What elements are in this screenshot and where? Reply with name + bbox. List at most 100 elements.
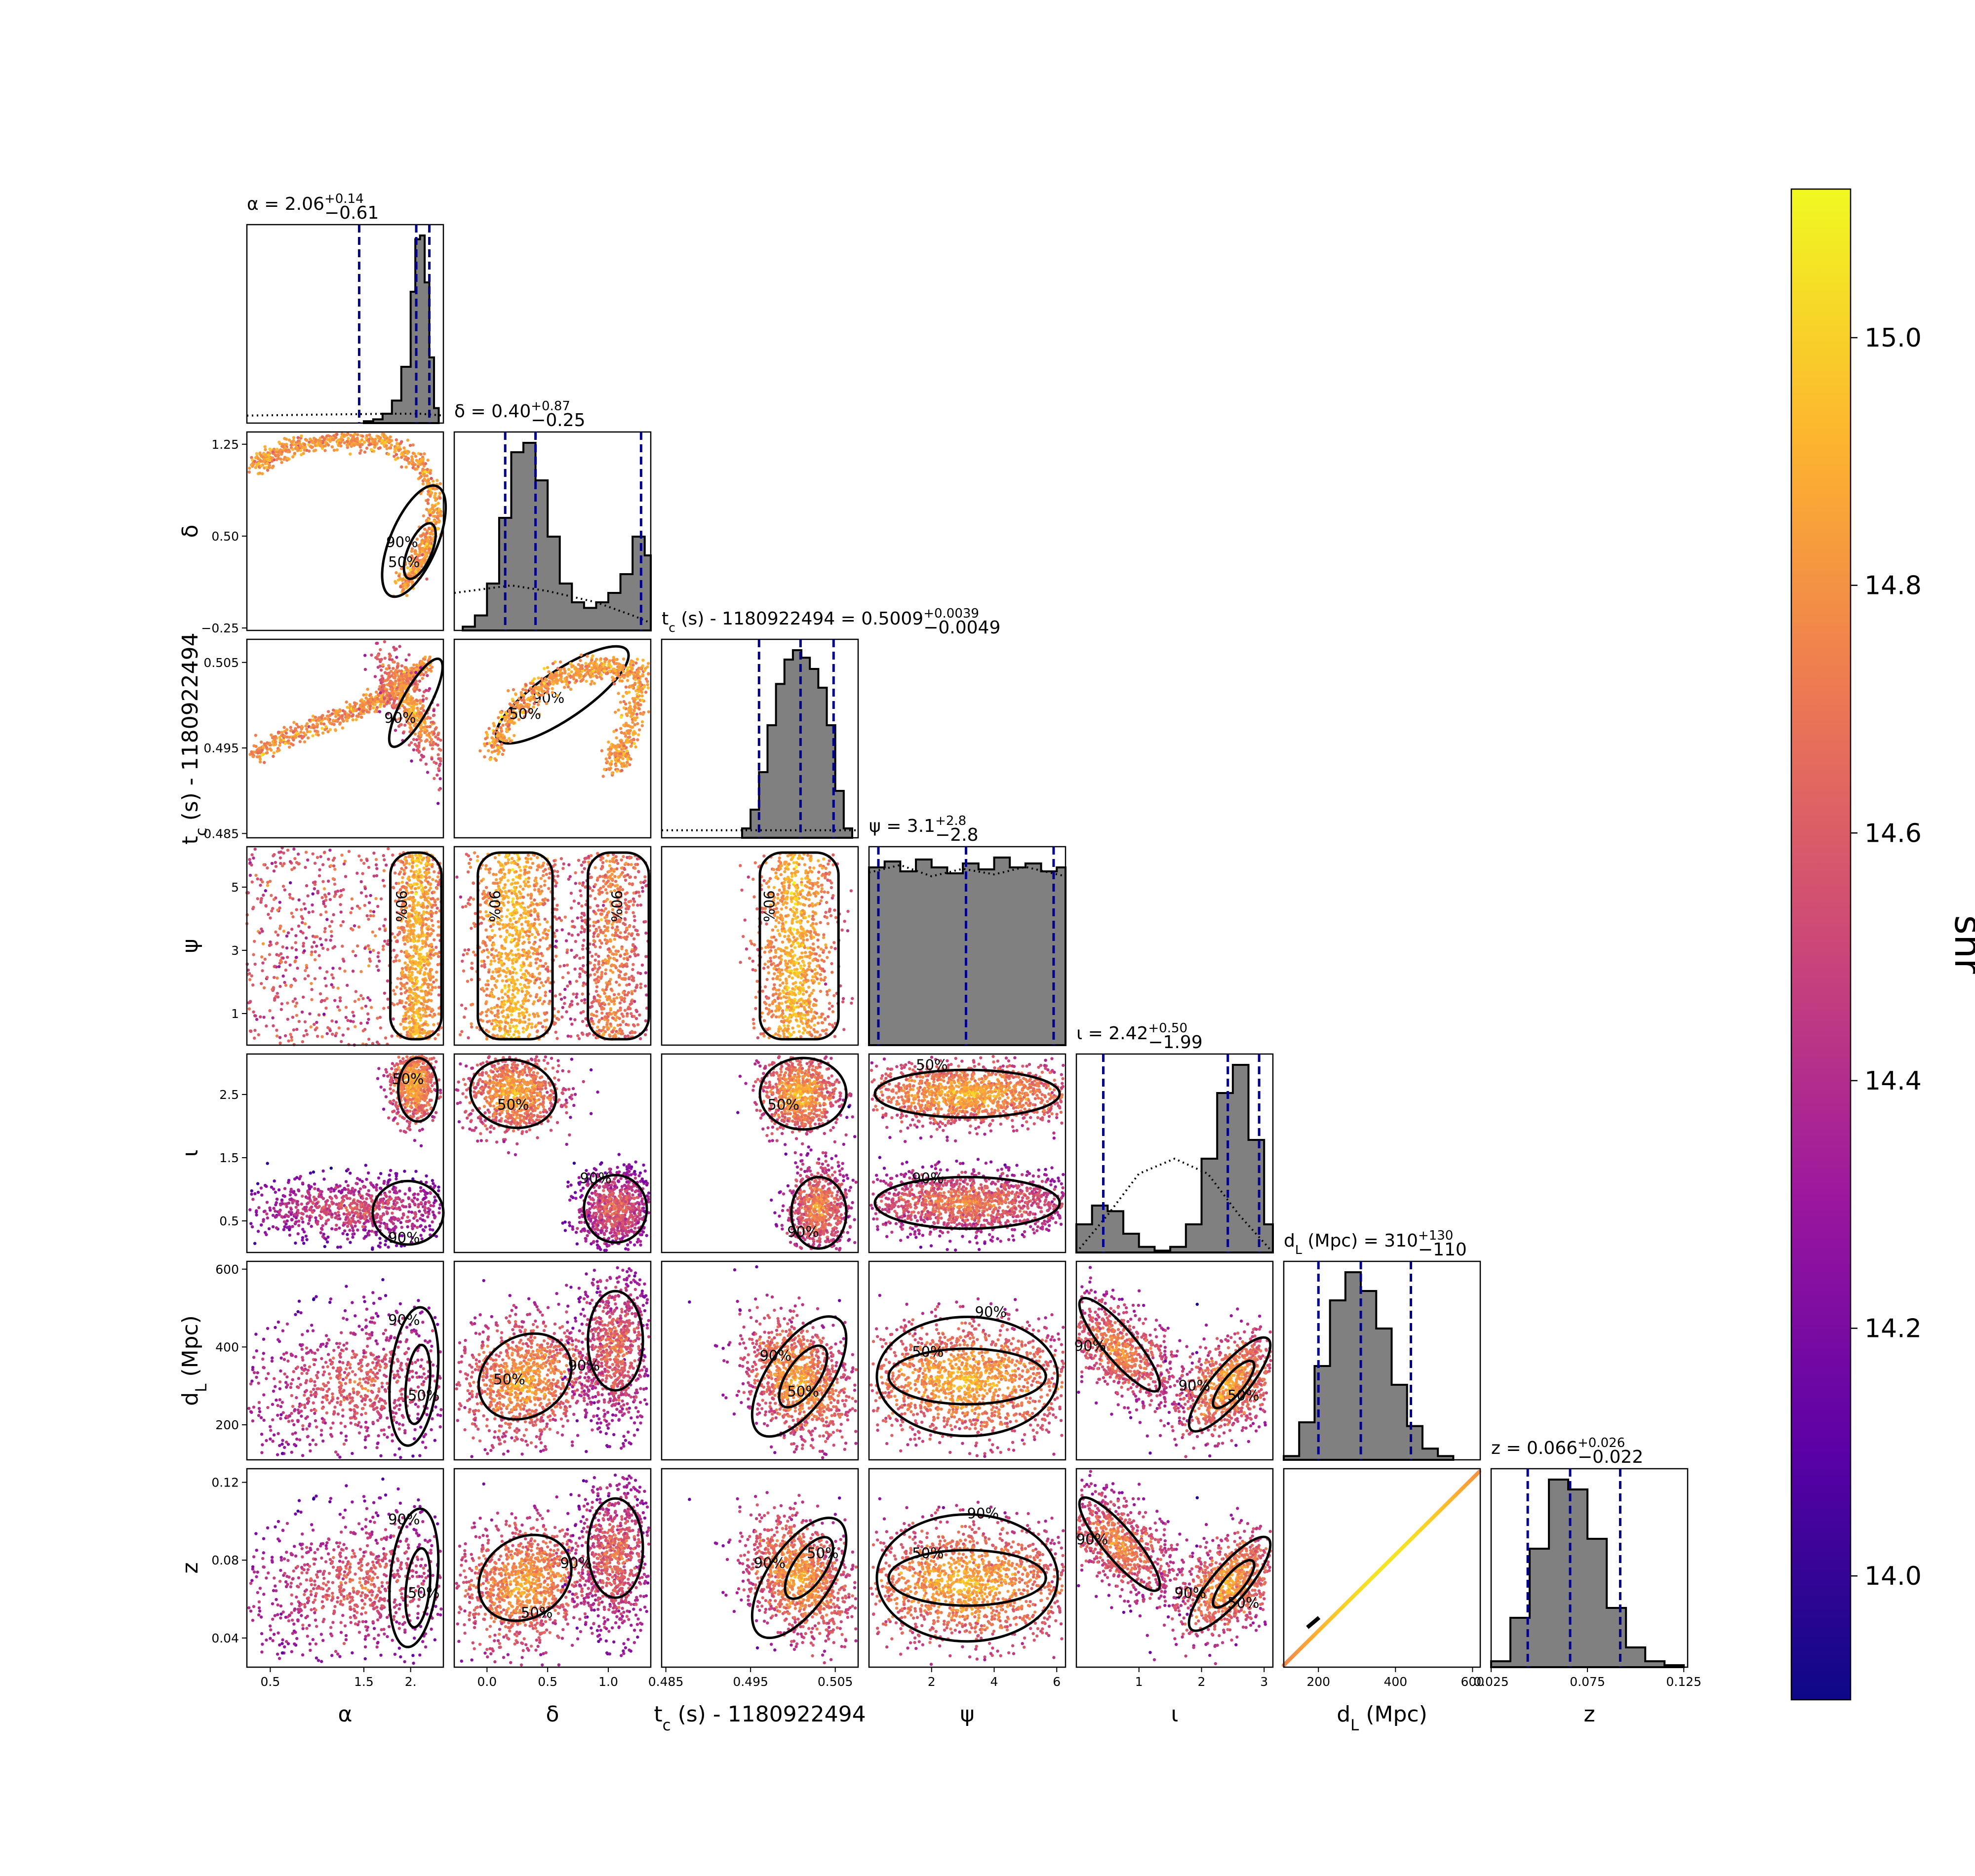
scatter-point <box>395 438 398 441</box>
scatter-point <box>551 687 554 690</box>
scatter-point <box>362 706 365 709</box>
scatter-point <box>395 571 397 574</box>
scatter-point <box>428 658 431 661</box>
scatter-point <box>430 743 433 746</box>
scatter-point <box>378 710 381 713</box>
scatter-point <box>435 774 438 777</box>
scatter-point <box>382 433 385 436</box>
scatter-point <box>342 709 345 712</box>
scatter-point <box>285 728 288 731</box>
scatter-point <box>260 464 263 467</box>
scatter-point <box>580 654 583 657</box>
scatter-point <box>636 673 639 676</box>
scatter-point <box>405 679 408 682</box>
scatter-point <box>630 661 632 664</box>
scatter-point <box>426 717 429 720</box>
scatter-point <box>628 711 631 714</box>
scatter-point <box>508 723 511 726</box>
scatter-point <box>390 691 393 694</box>
scatter-point <box>643 685 646 688</box>
scatter-point <box>632 664 634 666</box>
scatter-point <box>418 680 421 683</box>
scatter-point <box>512 688 515 691</box>
scatter-point <box>375 442 378 445</box>
scatter-point <box>621 757 624 760</box>
scatter-point <box>612 730 615 733</box>
scatter-point <box>422 482 425 485</box>
scatter-point <box>282 726 285 729</box>
scatter-point <box>623 732 626 735</box>
scatter-point <box>611 659 614 662</box>
scatter-point <box>312 718 315 721</box>
scatter-point <box>426 674 429 677</box>
scatter-point <box>427 459 430 462</box>
scatter-point <box>520 694 523 697</box>
scatter-point <box>327 715 330 718</box>
scatter-point <box>607 741 610 743</box>
scatter-point <box>535 692 538 695</box>
scatter-point <box>429 532 432 535</box>
scatter-point <box>394 458 397 461</box>
scatter-point <box>419 476 422 479</box>
scatter-point <box>595 676 598 679</box>
scatter-point <box>292 436 295 439</box>
scatter-point <box>311 441 314 444</box>
scatter-point <box>608 659 611 662</box>
scatter-point <box>483 755 486 758</box>
scatter-point <box>425 578 428 581</box>
scatter-point <box>433 509 435 512</box>
scatter-point <box>425 532 428 535</box>
scatter-point <box>393 702 395 704</box>
scatter-point <box>490 736 493 739</box>
scatter-point <box>633 682 636 685</box>
scatter-point <box>385 444 388 447</box>
scatter-point <box>397 669 400 672</box>
scatter-point <box>597 672 600 675</box>
scatter-point <box>421 539 424 542</box>
scatter-point <box>616 770 619 773</box>
scatter-point <box>416 706 419 709</box>
scatter-point <box>368 707 371 710</box>
scatter-point <box>634 662 637 664</box>
scatter-point <box>439 739 442 742</box>
scatter-point <box>495 759 498 762</box>
scatter-point <box>436 511 439 514</box>
scatter-point <box>275 458 278 461</box>
scatter-point <box>623 700 626 703</box>
scatter-point <box>263 445 266 448</box>
scatter-point <box>626 761 629 764</box>
scatter-point <box>375 691 378 694</box>
scatter-point <box>400 664 403 667</box>
scatter-point <box>621 679 624 682</box>
scatter-point <box>309 437 312 440</box>
scatter-point <box>500 743 503 745</box>
scatter-point <box>636 658 639 661</box>
scatter-point <box>314 730 316 733</box>
scatter-point <box>591 680 593 683</box>
scatter-point <box>415 744 418 747</box>
scatter-point <box>317 439 320 442</box>
scatter-point <box>511 698 514 701</box>
scatter-point <box>422 533 425 536</box>
scatter-point <box>434 494 436 497</box>
scatter-point <box>626 758 629 761</box>
scatter-point <box>620 665 623 668</box>
scatter-point <box>590 659 593 662</box>
scatter-point <box>590 683 592 686</box>
scatter-point <box>406 438 409 441</box>
scatter-point <box>377 654 380 657</box>
scatter-point <box>546 690 549 693</box>
scatter-point <box>359 449 362 452</box>
scatter-point <box>640 691 643 694</box>
scatter-point <box>632 697 634 700</box>
scatter-point <box>320 727 323 730</box>
scatter-point <box>489 758 492 761</box>
scatter-point <box>321 732 324 735</box>
scatter-point <box>379 664 382 667</box>
scatter-point <box>363 654 366 657</box>
scatter-point <box>628 702 631 704</box>
scatter-point <box>319 722 322 725</box>
scatter-point <box>429 495 432 498</box>
scatter-point <box>622 747 625 750</box>
scatter-point <box>329 728 332 731</box>
